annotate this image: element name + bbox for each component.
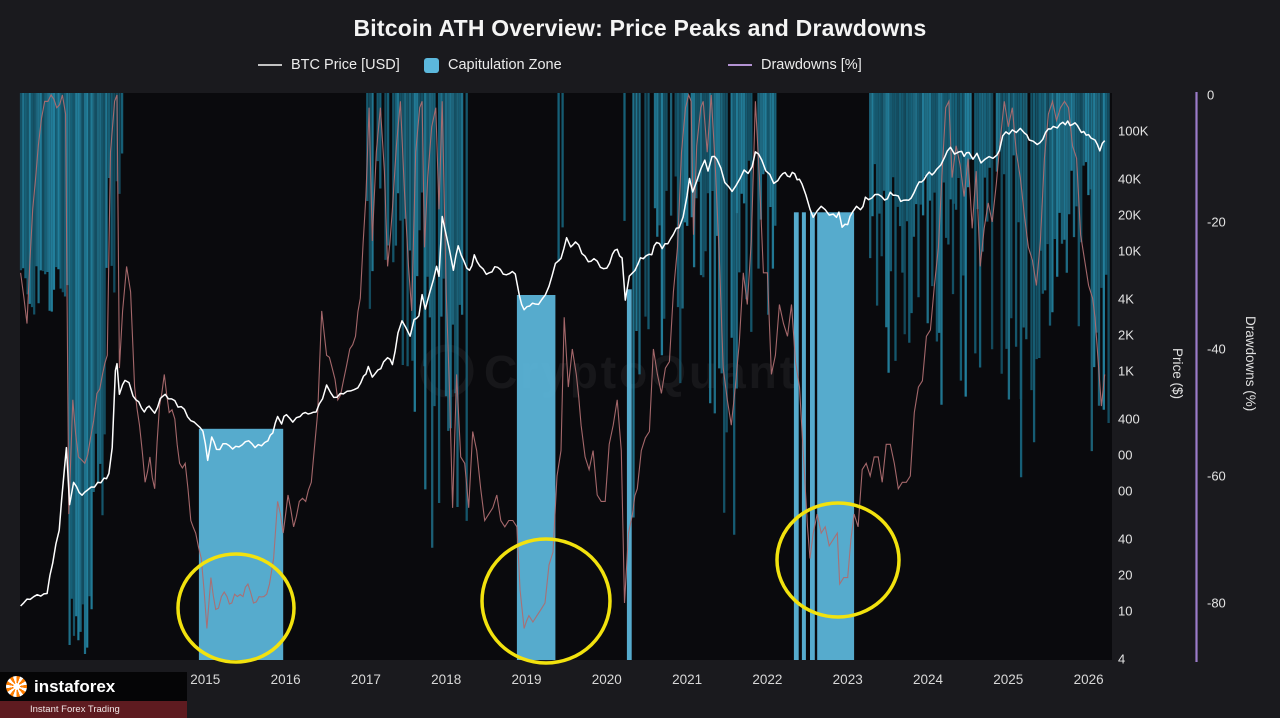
price-tick-label: 1K	[1118, 364, 1134, 379]
price-tick-label: 00	[1118, 484, 1132, 499]
btc-price-line	[20, 120, 1106, 607]
capitulation-zone	[793, 212, 799, 661]
btc-price-swatch	[258, 64, 282, 66]
price-tick-label: 40K	[1118, 171, 1141, 186]
price-axis-title: Price ($)	[1170, 348, 1185, 400]
legend-item-drawdowns: Drawdowns [%]	[728, 57, 862, 73]
x-axis-tick-label: 2020	[592, 672, 622, 687]
chart-legend: BTC Price [USD] Capitulation Zone Drawdo…	[0, 57, 1280, 79]
x-axis-tick-label: 2015	[190, 672, 220, 687]
chart-title: Bitcoin ATH Overview: Price Peaks and Dr…	[353, 15, 927, 41]
drawdowns-axis-title: Drawdowns (%)	[1243, 316, 1258, 412]
x-axis-tick-label: 2019	[511, 672, 541, 687]
x-axis-tick-label: 2024	[913, 672, 944, 687]
legend-label-drawdowns: Drawdowns [%]	[761, 57, 862, 73]
legend-item-capitulation-zone: Capitulation Zone	[424, 57, 562, 73]
drawdowns-tick-label: -40	[1207, 342, 1226, 357]
drawdowns-tick-label: -60	[1207, 469, 1226, 484]
legend-label-btc-price: BTC Price [USD]	[291, 57, 400, 73]
price-tick-label: 4	[1118, 651, 1125, 666]
price-tick-label: 20K	[1118, 207, 1141, 222]
capitulation-zone	[810, 212, 815, 661]
x-axis-tick-label: 2021	[672, 672, 702, 687]
logo-brand: instaforex	[34, 676, 116, 696]
instaforex-logo: instaforex Instant Forex Trading	[0, 672, 187, 718]
drawdowns-tick-label: 0	[1207, 88, 1214, 103]
drawdowns-swatch	[728, 64, 752, 66]
price-tick-label: 00	[1118, 447, 1132, 462]
highlight-circle	[775, 501, 901, 619]
price-tick-label: 2K	[1118, 327, 1134, 342]
price-tick-label: 10K	[1118, 244, 1141, 259]
capitulation-swatch	[424, 57, 439, 73]
price-tick-label: 100K	[1118, 124, 1149, 139]
highlight-circle	[480, 537, 612, 665]
price-tick-label: 400	[1118, 411, 1140, 426]
drawdowns-line	[20, 93, 1106, 629]
price-tick-label: 4K	[1118, 291, 1134, 306]
price-tick-label: 10	[1118, 604, 1132, 619]
drawdowns-tick-label: -20	[1207, 215, 1226, 230]
x-axis-tick-label: 2018	[431, 672, 461, 687]
instaforex-icon	[6, 676, 27, 697]
price-tick-label: 20	[1118, 567, 1132, 582]
x-axis-tick-label: 2022	[752, 672, 782, 687]
x-axis-tick-label: 2017	[351, 672, 381, 687]
legend-label-capitulation-zone: Capitulation Zone	[448, 57, 562, 73]
x-axis-tick-label: 2025	[993, 672, 1023, 687]
logo-top-row: instaforex	[0, 672, 187, 701]
x-axis-tick-label: 2026	[1074, 672, 1104, 687]
capitulation-zone	[801, 212, 806, 661]
x-axis-tick-label: 2016	[271, 672, 301, 687]
drawdowns-tick-label: -80	[1207, 596, 1226, 611]
capitulation-zone	[626, 289, 632, 660]
capitulation-zone	[817, 212, 855, 661]
capitulation-zone	[516, 295, 556, 660]
highlight-circle	[176, 552, 296, 664]
capitulation-zone	[198, 428, 284, 660]
legend-item-btc-price: BTC Price [USD]	[258, 57, 400, 73]
logo-tagline: Instant Forex Trading	[0, 701, 187, 718]
x-axis-tick-label: 2023	[833, 672, 863, 687]
price-tick-label: 40	[1118, 531, 1132, 546]
